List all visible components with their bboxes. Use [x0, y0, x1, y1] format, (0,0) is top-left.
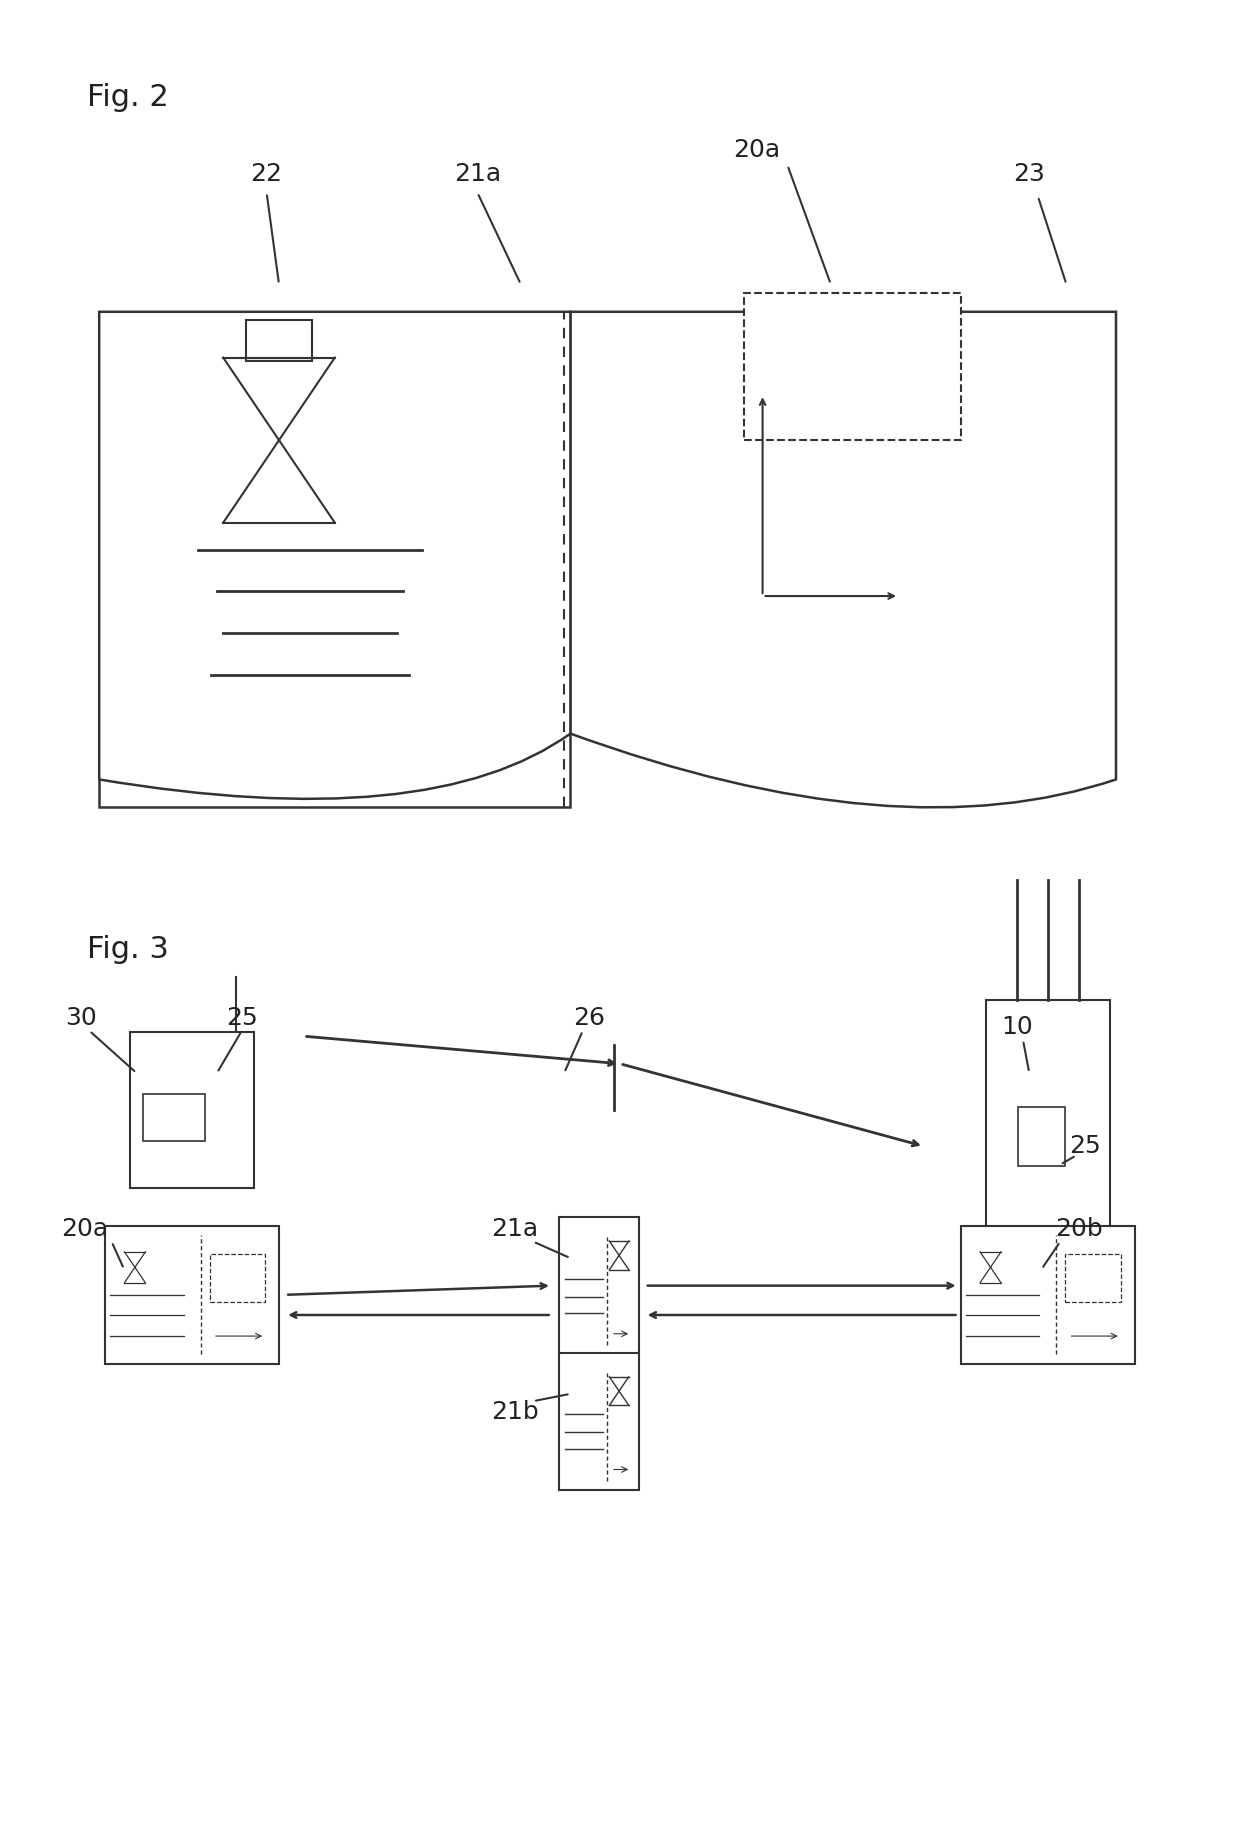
Bar [130, 1031, 254, 1188]
PathPatch shape [570, 312, 1116, 807]
Text: Fig. 2: Fig. 2 [87, 83, 169, 112]
Text: 21b: 21b [491, 1399, 538, 1425]
PathPatch shape [99, 312, 570, 800]
Text: 30: 30 [64, 1005, 97, 1031]
Text: 10: 10 [1001, 1014, 1033, 1040]
Text: 23: 23 [1013, 161, 1045, 187]
Text: 25: 25 [226, 1005, 258, 1031]
Bar [558, 1353, 640, 1489]
Text: Fig. 3: Fig. 3 [87, 935, 169, 965]
Bar [1065, 1254, 1121, 1302]
Bar [1018, 1108, 1065, 1166]
Bar [744, 293, 961, 440]
Text: 25: 25 [1069, 1133, 1101, 1159]
Bar [558, 1218, 640, 1353]
Text: 21a: 21a [491, 1216, 538, 1242]
Text: 26: 26 [573, 1005, 605, 1031]
Text: 22: 22 [250, 161, 283, 187]
Bar [99, 312, 570, 807]
Bar [246, 319, 312, 361]
Bar [143, 1093, 205, 1141]
Text: 21a: 21a [454, 161, 501, 187]
Bar [961, 1225, 1135, 1364]
Text: 20a: 20a [61, 1216, 108, 1242]
Bar [105, 1225, 279, 1364]
Text: 20b: 20b [1055, 1216, 1102, 1242]
Text: 20a: 20a [733, 138, 780, 163]
Bar [210, 1254, 265, 1302]
Bar [986, 1000, 1110, 1238]
